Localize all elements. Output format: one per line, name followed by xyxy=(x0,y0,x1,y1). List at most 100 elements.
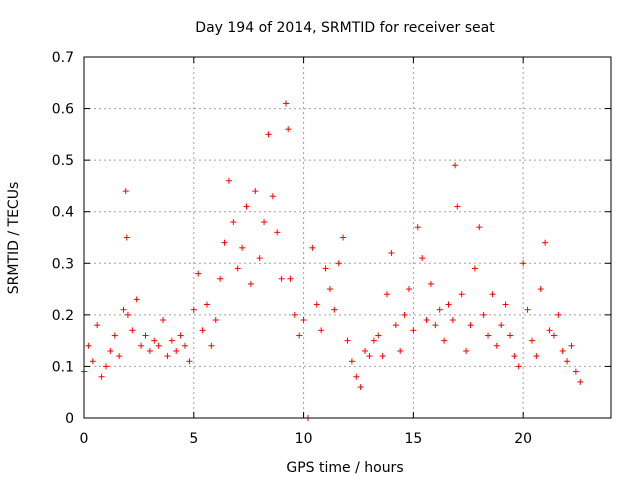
data-point xyxy=(285,126,292,133)
data-point xyxy=(173,347,180,354)
data-point xyxy=(221,239,228,246)
data-point xyxy=(572,368,579,375)
data-point xyxy=(182,342,189,349)
data-point xyxy=(410,327,417,334)
data-point xyxy=(243,203,250,210)
data-point xyxy=(454,203,461,210)
data-point xyxy=(528,337,535,344)
data-point xyxy=(340,234,347,241)
data-point xyxy=(129,327,136,334)
data-point xyxy=(322,265,329,272)
data-point xyxy=(515,363,522,370)
data-point xyxy=(375,332,382,339)
data-point xyxy=(269,193,276,200)
data-point xyxy=(102,363,109,370)
data-point xyxy=(234,265,241,272)
data-point xyxy=(452,162,459,169)
data-point xyxy=(489,291,496,298)
data-point xyxy=(287,275,294,282)
data-point xyxy=(107,347,114,354)
data-point xyxy=(511,353,518,360)
y-tick-label: 0.1 xyxy=(52,359,74,375)
y-tick-label: 0.2 xyxy=(52,308,74,324)
data-point xyxy=(208,342,215,349)
data-point xyxy=(344,337,351,344)
data-point xyxy=(493,342,500,349)
data-point xyxy=(122,188,129,195)
data-point xyxy=(384,291,391,298)
data-point xyxy=(225,177,232,184)
data-point xyxy=(392,322,399,329)
data-point xyxy=(186,358,193,365)
data-point xyxy=(362,347,369,354)
data-point xyxy=(313,301,320,308)
data-point xyxy=(353,373,360,380)
plot-frame xyxy=(83,56,612,419)
data-point xyxy=(217,275,224,282)
axis-ticks: 0 0.1 0.2 0.3 0.4 0.5 0.6 0.7 0 5 10 15 20 xyxy=(52,50,611,447)
data-point xyxy=(89,358,96,365)
data-point xyxy=(568,342,575,349)
data-point xyxy=(498,322,505,329)
data-point xyxy=(414,224,421,231)
data-point xyxy=(419,255,426,262)
data-point xyxy=(436,306,443,313)
data-point xyxy=(423,317,430,324)
x-axis-label: GPS time / hours xyxy=(286,460,403,476)
data-point xyxy=(120,306,127,313)
data-point xyxy=(577,378,584,385)
data-point xyxy=(230,219,237,226)
data-point xyxy=(480,311,487,318)
data-point xyxy=(520,260,527,267)
data-point xyxy=(485,332,492,339)
data-point xyxy=(467,322,474,329)
data-point xyxy=(278,275,285,282)
data-point xyxy=(252,188,259,195)
data-point xyxy=(401,311,408,318)
data-point xyxy=(168,337,175,344)
data-point xyxy=(261,219,268,226)
data-point xyxy=(265,131,272,138)
data-point xyxy=(379,353,386,360)
data-point xyxy=(142,332,149,339)
data-point xyxy=(397,347,404,354)
data-point xyxy=(256,255,263,262)
data-point xyxy=(274,229,281,236)
data-point xyxy=(445,301,452,308)
data-point xyxy=(449,317,456,324)
y-tick-label: 0.6 xyxy=(52,102,74,118)
data-point xyxy=(247,280,254,287)
data-point xyxy=(296,332,303,339)
data-point xyxy=(427,280,434,287)
y-tick-label: 0.3 xyxy=(52,256,74,272)
data-point xyxy=(388,249,395,256)
data-point xyxy=(146,347,153,354)
data-point xyxy=(85,342,92,349)
data-point xyxy=(555,311,562,318)
data-point xyxy=(370,337,377,344)
data-point xyxy=(357,384,364,391)
data-point xyxy=(537,286,544,293)
data-point xyxy=(542,239,549,246)
data-point xyxy=(151,337,158,344)
x-tick-label: 10 xyxy=(295,431,313,447)
data-point xyxy=(506,332,513,339)
data-point xyxy=(300,317,307,324)
y-tick-label: 0.5 xyxy=(52,153,74,169)
data-point xyxy=(190,306,197,313)
y-tick-label: 0.4 xyxy=(52,205,74,221)
data-point xyxy=(133,296,140,303)
y-tick-label: 0.7 xyxy=(52,50,74,66)
data-point xyxy=(366,353,373,360)
data-point xyxy=(177,332,184,339)
data-point xyxy=(533,353,540,360)
data-point xyxy=(94,322,101,329)
data-point xyxy=(326,286,333,293)
data-point xyxy=(123,234,130,241)
data-point xyxy=(441,337,448,344)
data-point xyxy=(212,317,219,324)
data-point xyxy=(458,291,465,298)
data-point xyxy=(335,260,342,267)
data-point xyxy=(138,342,145,349)
y-tick-label: 0 xyxy=(65,411,74,427)
